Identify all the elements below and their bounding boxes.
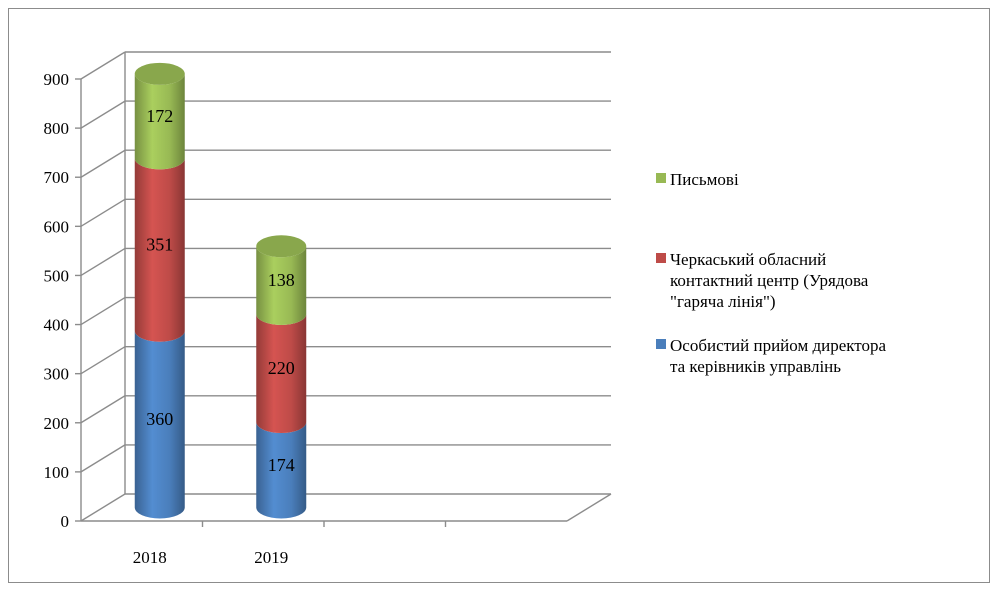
- legend-swatch: [656, 253, 666, 263]
- legend-swatch: [656, 339, 666, 349]
- bar-segment: [256, 246, 307, 326]
- y-tick-label: 600: [44, 217, 70, 236]
- chart-frame: 0 100 200 300 400 500 600 700 800 900 360 351 172 201…: [8, 8, 990, 583]
- legend-swatch: [656, 173, 666, 183]
- data-label: 220: [268, 358, 295, 378]
- legend-label: Особистий прийом директора: [670, 336, 886, 355]
- x-tick-label: 2019: [254, 548, 288, 567]
- bar-segment: [134, 330, 185, 519]
- y-tick-label: 800: [44, 119, 70, 138]
- y-tick-label: 200: [44, 414, 70, 433]
- y-tick-label: 900: [44, 70, 70, 89]
- legend-label: Черкаський обласний: [670, 250, 826, 269]
- data-label: 351: [146, 235, 173, 255]
- data-label: 172: [146, 106, 173, 126]
- side-wall-gridline: [80, 51, 126, 80]
- stacked-bar-chart: 0 100 200 300 400 500 600 700 800 900 360 351 172 201…: [44, 51, 886, 567]
- bar-segment: [134, 73, 185, 170]
- floor-right-edge: [566, 493, 612, 522]
- legend-label: Письмові: [670, 170, 739, 189]
- y-tick-label: 100: [44, 463, 70, 482]
- legend-label: та керівників управлінь: [670, 357, 841, 376]
- y-tick-label: 400: [44, 316, 70, 335]
- y-tick-label: 300: [44, 365, 70, 384]
- side-wall-gridline: [80, 493, 126, 522]
- side-wall-gridline: [80, 198, 126, 227]
- y-tick-label: 700: [44, 168, 70, 187]
- side-wall-gridline: [80, 149, 126, 178]
- y-tick-label: 0: [61, 512, 70, 531]
- y-tick-label: 500: [44, 266, 70, 285]
- side-wall-gridline: [80, 346, 126, 375]
- x-tick-label: 2018: [133, 548, 167, 567]
- legend-label: "гаряча лінія"): [670, 292, 776, 311]
- side-wall-gridline: [80, 296, 126, 326]
- legend-label: контактний центр (Урядова: [670, 271, 869, 290]
- side-wall-gridline: [80, 444, 126, 473]
- data-label: 138: [268, 270, 295, 290]
- side-wall-gridline: [80, 100, 126, 129]
- bar-top-cap: [256, 235, 307, 258]
- bar-segment: [256, 314, 307, 434]
- data-label: 174: [268, 455, 295, 475]
- bar-segment: [134, 158, 185, 342]
- data-label: 360: [146, 409, 173, 429]
- bar-segment: [256, 422, 307, 519]
- side-wall-gridline: [80, 247, 126, 277]
- side-wall-gridline: [80, 395, 126, 424]
- bar-top-cap: [134, 62, 185, 85]
